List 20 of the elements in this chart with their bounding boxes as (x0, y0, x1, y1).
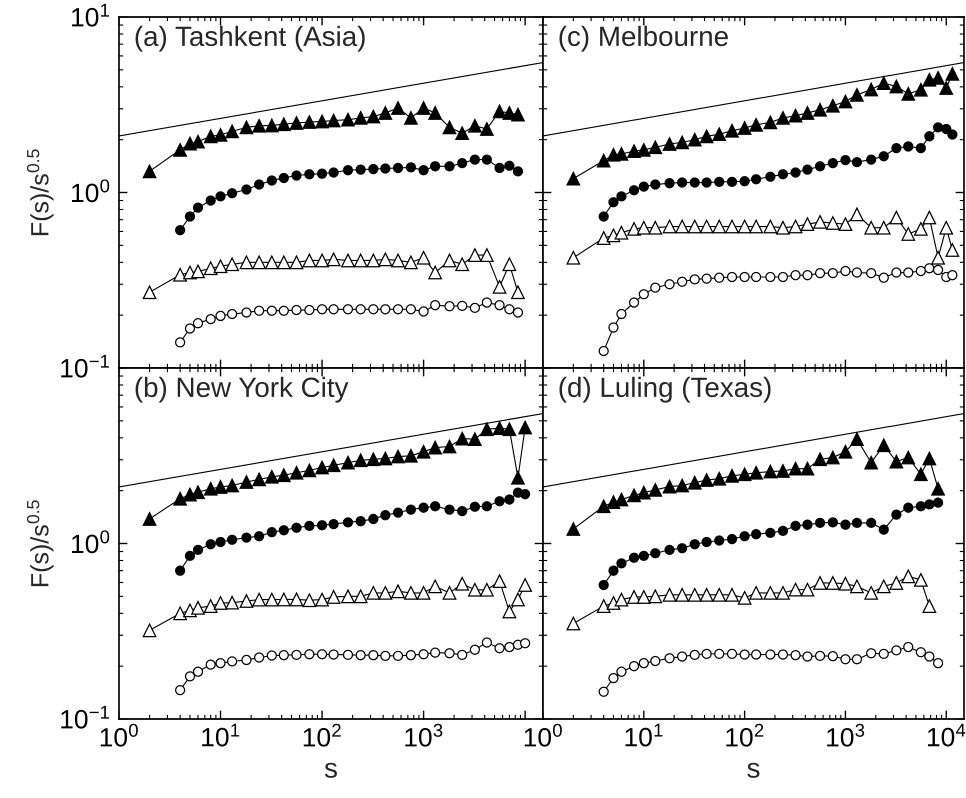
chart-title: (d) Luling (Texas) (559, 376, 771, 403)
x-tick-label: 10$^{3}$ (827, 724, 864, 747)
y-axis-title: F(s)/s$^{0.5}$ (26, 149, 54, 236)
x-axis-title: s (747, 762, 760, 778)
chart-title: (a) Tashkent (Asia) (136, 26, 365, 52)
y-tick-label: 10$^{0}$ (72, 530, 110, 554)
y-axis-title: F(s)/s$^{0.5}$ (26, 500, 54, 586)
x-axis-title: s (324, 762, 337, 778)
x-tick-label: 10$^{3}$ (405, 724, 442, 747)
y-tick-label: 10$^{0}$ (72, 179, 110, 202)
x-tick-label: 10$^{1}$ (626, 724, 662, 746)
chart-title: (c) Melbourne (559, 26, 728, 52)
x-tick-label: 10$^{4}$ (928, 724, 966, 746)
x-tick-label: 10$^{1}$ (202, 724, 240, 746)
x-tick-label: 10$^{2}$ (726, 724, 764, 747)
x-tick-label: 10$^{2}$ (304, 724, 341, 747)
y-tick-label: 10$^{1}$ (72, 4, 109, 27)
chart-title: (b) New York City (136, 376, 348, 403)
y-tick-label: 10$^{−1}$ (61, 354, 109, 378)
x-tick-label: 10$^{0}$ (524, 724, 562, 747)
